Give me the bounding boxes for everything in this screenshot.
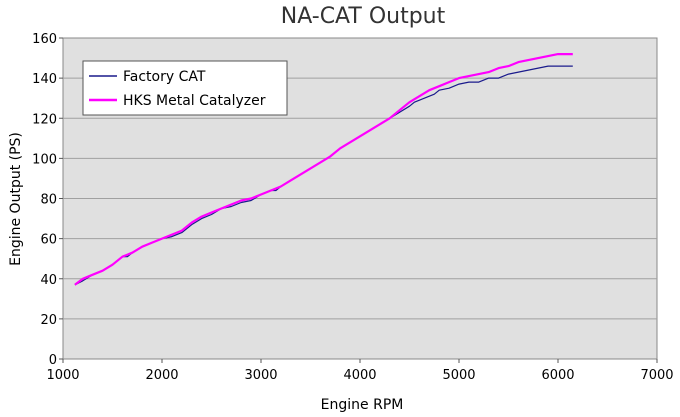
y-tick-label: 60	[40, 233, 57, 248]
y-tick-label: 160	[32, 32, 57, 47]
y-tick-label: 80	[40, 193, 57, 208]
y-tick-label: 120	[32, 112, 57, 127]
x-tick-label: 7000	[640, 368, 673, 383]
series-lines	[74, 53, 573, 286]
x-tick-label: 3000	[244, 368, 277, 383]
legend-label: HKS Metal Catalyzer	[123, 93, 266, 109]
legend-box	[82, 60, 288, 116]
x-axis-label: Engine RPM	[321, 397, 404, 413]
chart-title: NA-CAT Output	[281, 4, 446, 29]
gridlines	[63, 77, 657, 320]
legend: Factory CAT HKS Metal Catalyzer	[82, 60, 288, 116]
x-tick-label: 4000	[343, 368, 376, 383]
y-tick-label: 0	[49, 353, 57, 368]
x-tick-label: 2000	[145, 368, 178, 383]
y-tick-label: 140	[32, 72, 57, 87]
x-axis-ticks: 1000 2000 3000 4000 5000 6000 7000	[46, 359, 674, 383]
x-tick-label: 6000	[541, 368, 574, 383]
y-tick-label: 100	[32, 152, 57, 167]
y-axis-label: Engine Output (PS)	[8, 132, 24, 266]
y-tick-label: 40	[40, 273, 57, 288]
y-tick-label: 20	[40, 313, 57, 328]
series-line	[74, 53, 573, 286]
legend-label: Factory CAT	[123, 69, 206, 85]
x-tick-label: 5000	[442, 368, 475, 383]
x-tick-label: 1000	[46, 368, 79, 383]
y-axis-ticks: 0 20 40 60 80 100 120 140 160	[32, 32, 63, 368]
